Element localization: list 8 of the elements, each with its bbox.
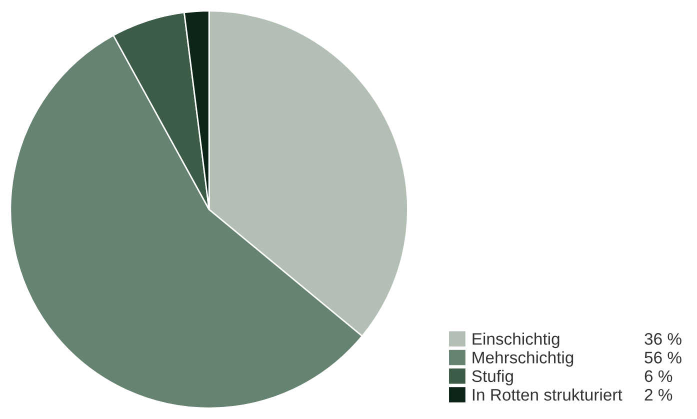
legend-label: Mehrschichtig bbox=[472, 351, 574, 367]
data-label: 6 % bbox=[644, 370, 672, 382]
data-label: 56 % bbox=[644, 352, 682, 364]
data-label: 2 % bbox=[644, 388, 672, 401]
data-label: 36 % bbox=[644, 333, 682, 345]
legend-label: In Rotten strukturiert bbox=[472, 388, 622, 401]
legend-label: Stufig bbox=[472, 370, 513, 386]
legend-label: Einschichtig bbox=[472, 332, 560, 348]
